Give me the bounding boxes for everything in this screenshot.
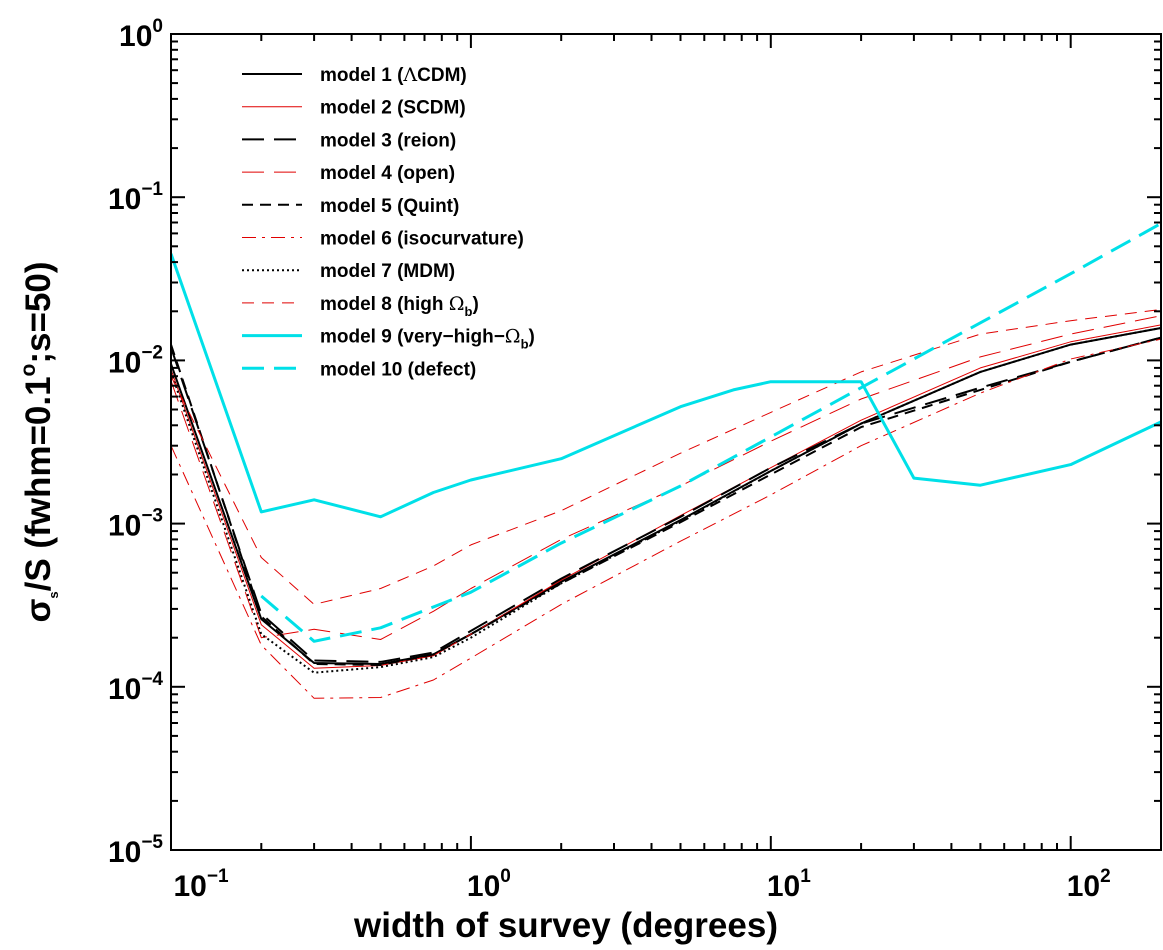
x-tick-label: 100 <box>467 866 511 903</box>
series-line-10 <box>260 222 1162 643</box>
x-tick-label: 102 <box>1067 866 1111 903</box>
legend-label-5: model 5 (Quint) <box>320 196 459 217</box>
y-axis-title-sub: s <box>46 591 61 598</box>
y-axis-title-end: ;s=50) <box>19 261 58 363</box>
y-tick-label: 10−4 <box>108 669 163 706</box>
legend-label-8: model 8 (high Ωb) <box>320 293 479 319</box>
legend-label-2: model 2 (SCDM) <box>320 98 466 119</box>
x-axis-title: width of survey (degrees) <box>353 906 778 945</box>
y-tick-label: 10−1 <box>108 179 163 216</box>
series-line-7 <box>171 327 1162 674</box>
tick-labels: 10−1 100 101 102 100 10−1 10−2 10−3 10−4 10−5 <box>108 16 1111 903</box>
x-tick-label: 10−1 <box>173 866 228 903</box>
y-axis-title-sigma: σ <box>19 599 58 623</box>
legend-label-10: model 10 (defect) <box>320 359 476 380</box>
legend-label-4: model 4 (open) <box>320 163 455 184</box>
legend-label-3: model 3 (reion) <box>320 130 456 151</box>
series-line-6 <box>171 338 1162 699</box>
series-lines <box>171 222 1162 699</box>
y-axis-title: σs/S (fwhm=0.1o;s=50) <box>17 261 61 622</box>
y-tick-label: 10−3 <box>108 506 163 543</box>
plot-frame <box>170 33 1162 851</box>
y-tick-label: 10−5 <box>108 832 163 869</box>
legend-label-7: model 7 (MDM) <box>320 261 455 282</box>
y-tick-label: 100 <box>119 16 163 53</box>
y-axis-title-middle: /S (fwhm=0.1 <box>19 376 58 591</box>
series-line-9 <box>171 253 1162 519</box>
legend-label-9: model 9 (very−high−Ωb) <box>320 326 535 352</box>
axis-ticks <box>170 33 1162 851</box>
series-line-4 <box>171 315 1162 640</box>
series-line-2 <box>171 324 1162 669</box>
y-tick-label: 10−2 <box>108 342 163 379</box>
series-line-3 <box>171 336 1162 663</box>
series-line-8 <box>171 309 1162 605</box>
legend-label-1: model 1 (ΛCDM) <box>320 64 467 86</box>
series-line-5 <box>171 336 1162 666</box>
y-axis-title-degree: o <box>17 364 40 377</box>
legend-label-6: model 6 (isocurvature) <box>320 229 524 250</box>
x-tick-label: 101 <box>767 866 811 903</box>
legend: model 1 (ΛCDM) model 2 (SCDM) model 3 (rei… <box>242 64 535 380</box>
